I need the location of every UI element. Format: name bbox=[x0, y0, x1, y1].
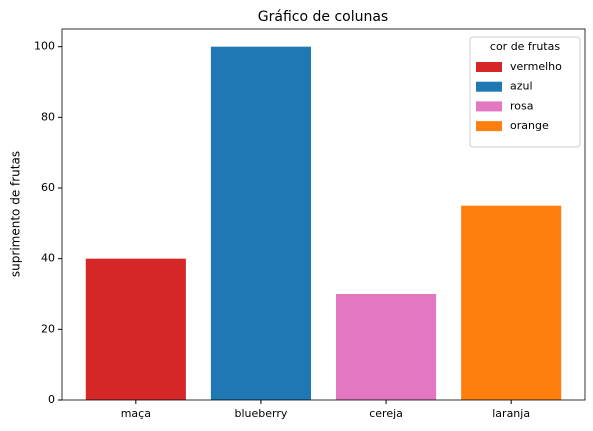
legend-swatch bbox=[476, 121, 502, 132]
y-tick-label: 60 bbox=[41, 181, 55, 194]
legend-label: orange bbox=[510, 119, 549, 132]
y-axis-label: suprimento de frutas bbox=[9, 151, 23, 277]
bar bbox=[210, 46, 311, 401]
y-tick-label: 40 bbox=[41, 252, 55, 265]
y-tick-label: 20 bbox=[41, 322, 55, 335]
bar bbox=[336, 294, 437, 400]
y-tick-label: 100 bbox=[34, 40, 55, 53]
legend-swatch bbox=[476, 101, 502, 112]
bar bbox=[461, 205, 562, 400]
legend-label: rosa bbox=[510, 99, 533, 112]
x-tick-label: blueberry bbox=[234, 407, 287, 420]
chart-title: Gráfico de colunas bbox=[258, 9, 388, 25]
axes-frame bbox=[61, 28, 586, 401]
legend-swatch bbox=[476, 62, 502, 72]
y-tick-label: 0 bbox=[48, 393, 55, 406]
legend-label: vermelho bbox=[510, 60, 562, 73]
legend-label: azul bbox=[510, 80, 533, 93]
x-tick-label: cereja bbox=[369, 407, 403, 420]
bar bbox=[85, 258, 186, 400]
x-tick-label: laranja bbox=[492, 407, 530, 420]
legend-swatch bbox=[476, 81, 502, 92]
x-tick-label: maça bbox=[121, 407, 151, 420]
legend-title: cor de frutas bbox=[490, 40, 560, 53]
y-tick-label: 80 bbox=[41, 110, 55, 123]
